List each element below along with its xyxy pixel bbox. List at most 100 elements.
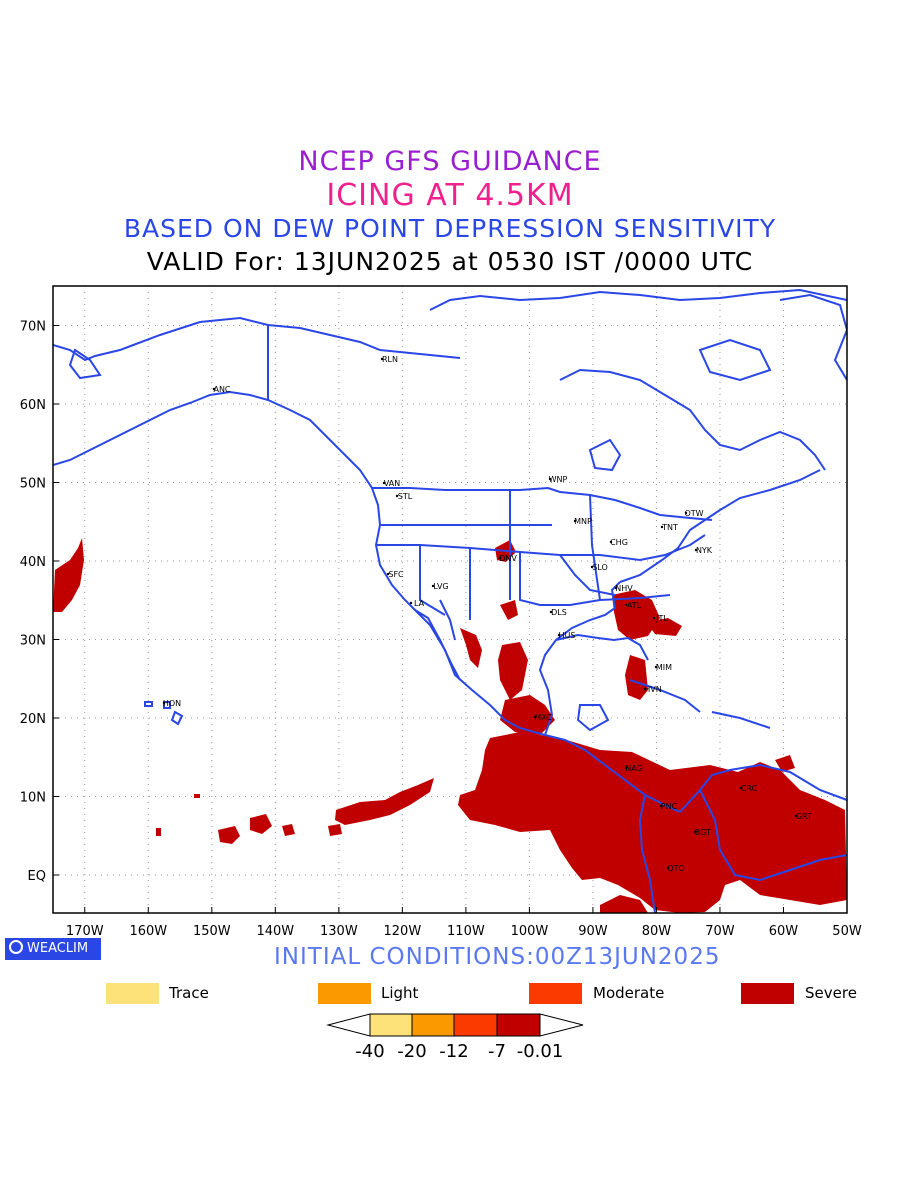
station-label: QTO: [667, 864, 684, 873]
lon-label: 60W: [769, 924, 799, 939]
station-label: LVG: [433, 582, 448, 591]
legend-swatch: [318, 983, 371, 1004]
station-dot: [573, 519, 577, 523]
station-dot: [794, 814, 798, 818]
station-dot: [694, 548, 698, 552]
station-label: MNP: [574, 517, 592, 526]
legend-label: Trace: [169, 984, 209, 1002]
axis-tick-labels: 70N 60N 50N 40N 30N 20N 10N EQ 170W 160W 150W 140W 1…: [20, 320, 862, 940]
station-dot: [162, 701, 166, 705]
station-label: NYK: [696, 546, 713, 555]
station-dot: [409, 601, 413, 605]
lat-label: EQ: [28, 869, 46, 884]
severe-icing-areas: [53, 538, 847, 913]
lon-label: 100W: [511, 924, 549, 939]
lon-label: 90W: [578, 924, 608, 939]
station-label: OTW: [684, 509, 703, 518]
station-label: DNV: [499, 554, 517, 563]
station-dot: [659, 804, 663, 808]
station-dot: [666, 866, 670, 870]
station-label: CHG: [610, 538, 628, 547]
station-dot: [431, 584, 435, 588]
lat-label: 30N: [20, 634, 46, 649]
station-dot: [498, 556, 502, 560]
station-dot: [380, 357, 384, 361]
legend-label: Light: [381, 984, 419, 1002]
station-dot: [557, 633, 561, 637]
weaclim-logo: WEACLIM: [5, 938, 101, 960]
station-label: JTL: [655, 614, 668, 623]
station-label: PNC: [661, 802, 678, 811]
station-label: STL: [398, 492, 413, 501]
legend-swatch: [106, 983, 159, 1004]
lat-label: 50N: [20, 477, 46, 492]
station-dot: [395, 494, 399, 498]
station-dot: [614, 586, 618, 590]
station-dot: [739, 786, 743, 790]
initial-conditions: INITIAL CONDITIONS:00Z13JUN2025: [274, 944, 721, 970]
station-label: NHV: [615, 584, 633, 593]
station-label: TNT: [661, 523, 678, 532]
station-label: CRC: [741, 784, 758, 793]
station-dot: [382, 481, 386, 485]
station-dot: [654, 665, 658, 669]
title-valid-time: VALID For: 13JUN2025 at 0530 IST /0000 U…: [146, 247, 754, 276]
station-label: HVN: [644, 685, 661, 694]
station-label: ANC: [213, 385, 230, 394]
station-dot: [624, 603, 628, 607]
station-label: WNP: [549, 475, 568, 484]
station-label: RLN: [382, 355, 398, 364]
station-dot: [693, 830, 697, 834]
title-method: BASED ON DEW POINT DEPRESSION SENSITIVIT…: [123, 214, 777, 243]
logo-label: WEACLIM: [27, 941, 89, 956]
map-frame: [52, 285, 848, 914]
lat-label: 40N: [20, 555, 46, 570]
station-label: HON: [163, 699, 181, 708]
lon-label: 110W: [447, 924, 485, 939]
legend-swatch: [529, 983, 582, 1004]
lat-label: 20N: [20, 712, 46, 727]
station-dot: [652, 616, 656, 620]
station-label: GRT: [796, 812, 812, 821]
station-dot: [386, 572, 390, 576]
station-label: MIM: [656, 663, 672, 672]
station-dot: [609, 540, 613, 544]
station-dot: [624, 766, 628, 770]
lat-label: 70N: [20, 320, 46, 335]
legend-label: Moderate: [593, 984, 665, 1002]
station-dot: [660, 525, 664, 529]
station-label: VAN: [384, 479, 400, 488]
lon-label: 170W: [66, 924, 104, 939]
legend-swatch: [741, 983, 794, 1004]
station-dot: [212, 387, 216, 391]
station-dot: [684, 511, 688, 515]
axis-ticks: [53, 325, 848, 913]
station-label: BGT: [695, 828, 711, 837]
lon-label: 50W: [832, 924, 862, 939]
station-label: SLO: [592, 563, 608, 572]
title-model: NCEP GFS GUIDANCE: [298, 146, 602, 177]
lon-label: 140W: [256, 924, 294, 939]
station-label: DLS: [551, 608, 567, 617]
logo-ring-icon: [9, 940, 23, 954]
station-label: ATL: [627, 601, 642, 610]
station-label: LA: [414, 599, 425, 608]
lon-label: 80W: [642, 924, 672, 939]
station-dot: [590, 565, 594, 569]
lon-label: 70W: [705, 924, 735, 939]
lat-label: 10N: [20, 791, 46, 806]
station-dot: [549, 610, 553, 614]
station-dot: [643, 687, 647, 691]
lon-label: 160W: [129, 924, 167, 939]
title-product: ICING AT 4.5KM: [326, 178, 574, 213]
station-label: NAG: [625, 764, 643, 773]
lon-label: 120W: [384, 924, 422, 939]
station-dot: [548, 477, 552, 481]
lon-label: 150W: [193, 924, 231, 939]
lon-label: 130W: [320, 924, 358, 939]
station-label: MXC: [534, 713, 552, 722]
station-dot: [533, 715, 537, 719]
legend-label: Severe: [805, 984, 857, 1002]
station-label: HUS: [559, 631, 576, 640]
